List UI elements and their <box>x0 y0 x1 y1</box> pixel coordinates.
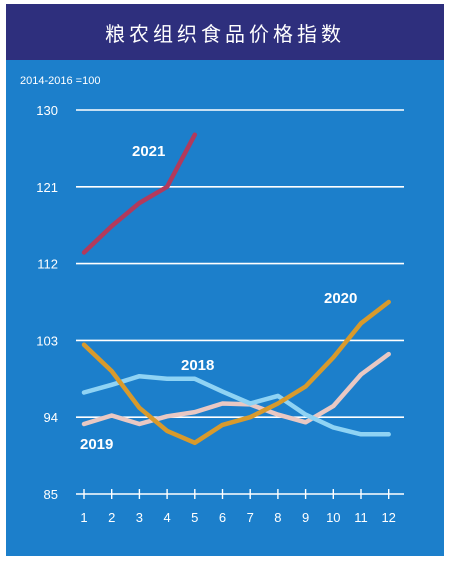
y-tick-label: 85 <box>44 487 58 502</box>
series-line-2018 <box>81 373 391 437</box>
x-tick-label: 5 <box>191 510 198 525</box>
y-tick-label: 121 <box>36 180 58 195</box>
series-label-2019: 2019 <box>80 436 113 453</box>
series-line-2020 <box>81 299 391 446</box>
x-tick-label: 12 <box>381 510 395 525</box>
series-label-2018: 2018 <box>181 357 214 374</box>
y-tick-label: 94 <box>44 410 58 425</box>
x-tick-label: 7 <box>247 510 254 525</box>
y-tick-label: 112 <box>37 257 58 272</box>
x-tick-label: 6 <box>219 510 226 525</box>
series-label-2021: 2021 <box>132 143 165 160</box>
y-tick-label: 103 <box>36 333 58 348</box>
series-label-2020: 2020 <box>324 290 357 307</box>
chart-frame: 粮农组织食品价格指数 2014-2016 =100 85 94 103 112 121 1… <box>6 4 444 556</box>
title-bar: 粮农组织食品价格指数 <box>6 4 444 60</box>
chart-title: 粮农组织食品价格指数 <box>105 21 345 46</box>
x-tick-label: 3 <box>136 510 143 525</box>
series-line-2019 <box>81 351 391 427</box>
x-tick-label: 11 <box>354 510 368 525</box>
x-tick-label: 9 <box>302 510 309 525</box>
x-tick-label: 4 <box>163 510 170 525</box>
y-tick-label: 130 <box>36 103 58 118</box>
x-tick-label: 2 <box>108 510 115 525</box>
series-line-2021 <box>81 132 198 255</box>
x-tick-label: 10 <box>326 510 340 525</box>
base-note: 2014-2016 =100 <box>20 75 100 87</box>
x-tick-label: 1 <box>80 510 87 525</box>
x-tick-label: 8 <box>274 510 281 525</box>
